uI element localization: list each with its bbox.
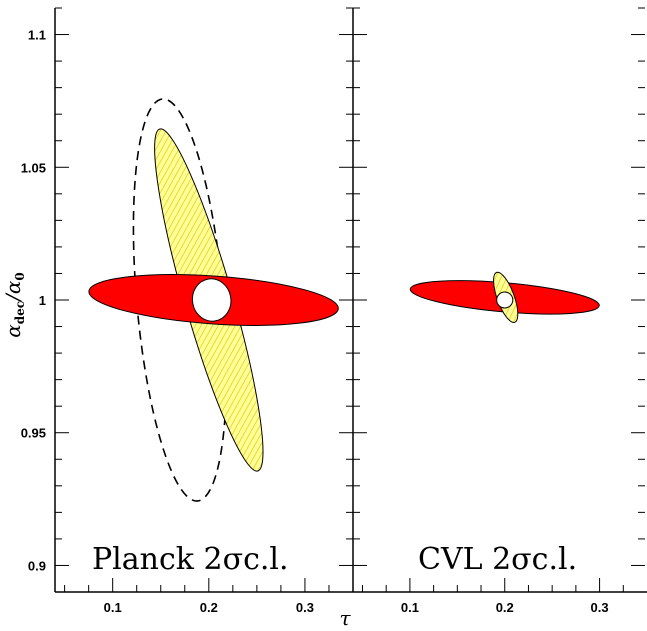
x-tick-label: 0.1: [401, 600, 419, 615]
y-axis-label: αdec/α0: [1, 272, 27, 337]
y-tick-label: 0.9: [28, 558, 46, 573]
x-axis-label: τ: [339, 606, 351, 630]
y-tick-labels: 0.9 0.95 1 1.05 1.1: [21, 28, 46, 574]
x-tick-label: 0.1: [104, 600, 122, 615]
y-tick-label: 1.1: [28, 28, 46, 43]
y-axis-label-main: α: [1, 324, 25, 338]
contour-white-2: [496, 291, 514, 309]
y-tick-label: 1: [39, 293, 46, 308]
panel-label-cvl: CVL 2σc.l.: [418, 542, 577, 577]
y-axis-label-slash: /α: [1, 280, 25, 303]
contour-white-3: [191, 278, 232, 322]
panel-label-planck: Planck 2σc.l.: [92, 542, 289, 577]
x-tick-labels: 0.1 0.2 0.3 0.1 0.2 0.3: [104, 600, 609, 615]
panel-cvl: CVL 2σc.l.: [353, 7, 645, 593]
x-tick-label: 0.2: [496, 600, 514, 615]
x-tick-label: 0.3: [296, 600, 314, 615]
y-tick-label: 1.05: [21, 160, 46, 175]
y-tick-label: 0.95: [21, 426, 46, 441]
y-axis-label-sub-den: 0: [13, 272, 27, 280]
x-tick-label: 0.3: [591, 600, 609, 615]
x-tick-label: 0.2: [200, 600, 218, 615]
y-axis-label-sub-num: dec: [13, 301, 27, 324]
panel-planck: Planck 2σc.l.: [55, 7, 353, 593]
plot-frame: [54, 8, 647, 593]
